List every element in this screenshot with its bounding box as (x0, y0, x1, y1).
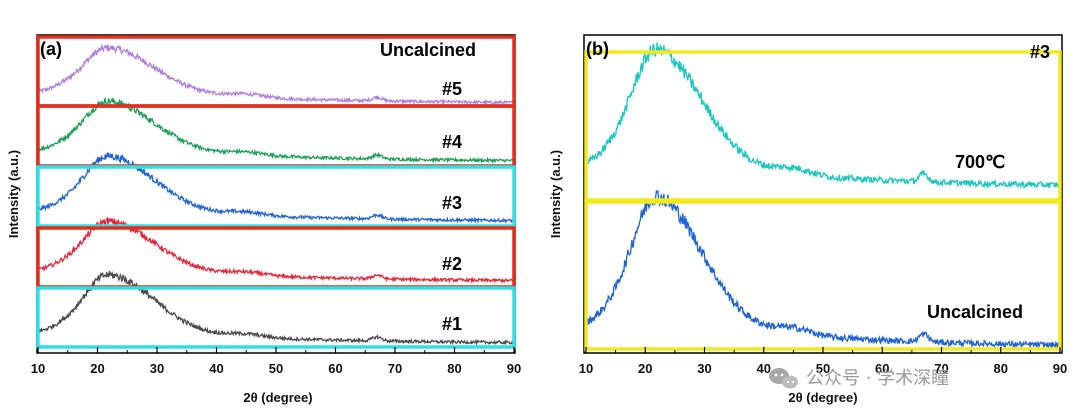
b-x-tick-label: 60 (875, 361, 889, 376)
uncalcined-b-curve (585, 189, 1061, 350)
series-label-700c: 700℃ (955, 152, 1005, 172)
b-x-tick-label: 80 (994, 361, 1008, 376)
sample-4-curve (37, 96, 515, 164)
b-x-tick-label: 50 (816, 361, 830, 376)
x-axis-title-b: 2θ (degree) (788, 390, 857, 405)
b-x-tick-label: 40 (757, 361, 771, 376)
a-x-tick-label: 50 (269, 361, 283, 376)
watermark-text: 公众号 · 学术深瞳 (806, 368, 949, 389)
b-x-tick-label: 20 (638, 361, 652, 376)
sample-3-curve (38, 152, 515, 225)
a-x-tick-label: 30 (150, 361, 164, 376)
sample-2-label: #2 (442, 254, 462, 274)
x-axis-title-a: 2θ (degree) (243, 390, 312, 405)
a-x-tick-label: 80 (447, 361, 461, 376)
sample-2-curve (37, 216, 515, 284)
uncalcined-b-highlight-box (584, 200, 1062, 351)
panel-b-label: (b) (586, 39, 609, 59)
y-axis-title-a: Intensity (a.u.) (6, 150, 21, 238)
sample-1-label: #1 (442, 314, 462, 334)
calcined-700c-highlight-box (584, 50, 1062, 202)
uncalcined-annotation-a: Uncalcined (380, 40, 476, 60)
b-x-tick-label: 90 (1053, 361, 1067, 376)
a-x-tick-label: 10 (31, 361, 45, 376)
panel-b: 10 20 30 40 50 60 70 80 90 (b) #3 700℃ Uncalcine… (548, 34, 1067, 405)
wechat-icon (769, 368, 798, 389)
sample-4-label: #4 (442, 132, 462, 152)
a-x-tick-label: 60 (328, 361, 342, 376)
watermark: 公众号 · 学术深瞳 (769, 368, 949, 389)
b-x-tick-label: 30 (697, 361, 711, 376)
sample-5-label: #5 (442, 79, 462, 99)
sample-5-curve (37, 43, 515, 106)
b-x-tick-label: 10 (579, 361, 593, 376)
a-x-tick-label: 40 (209, 361, 223, 376)
a-x-tick-label: 90 (507, 361, 521, 376)
series-label-uncalcined-b: Uncalcined (927, 302, 1023, 322)
sample-1-curve (37, 270, 515, 347)
panel-a: #5 #4 #3 #2 #1 10 20 30 40 50 60 70 80 90 (a) Uncalc… (6, 34, 521, 405)
panel-a-label: (a) (40, 39, 62, 59)
b-x-tick-label: 70 (934, 361, 948, 376)
sample-3-annotation-b: #3 (1030, 42, 1050, 62)
a-x-tick-label: 20 (90, 361, 104, 376)
y-axis-title-b: Intensity (a.u.) (548, 150, 563, 238)
sample-3-label: #3 (442, 193, 462, 213)
a-x-tick-label: 70 (388, 361, 402, 376)
sample-3-highlight-box (36, 165, 516, 228)
